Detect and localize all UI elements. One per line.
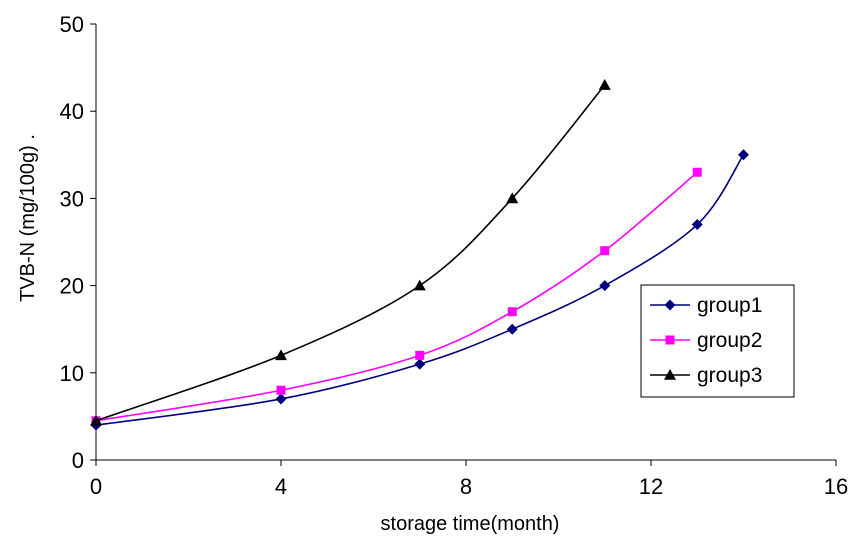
data-point (506, 192, 519, 204)
y-tick-label: 40 (60, 99, 84, 124)
legend-item: group2 (650, 329, 762, 352)
x-axis-title: storage time(month) (381, 513, 560, 535)
data-point (507, 307, 517, 317)
x-tick-label: 4 (275, 474, 287, 499)
legend-item: group3 (650, 364, 762, 387)
series-line (95, 171, 698, 422)
series-group (90, 79, 749, 431)
data-point (691, 219, 703, 231)
data-point (415, 350, 425, 360)
data-point (90, 414, 102, 426)
y-tick-label: 0 (72, 448, 84, 473)
x-axis-ticks: 0 4 8 12 16 (90, 460, 848, 499)
legend: group1 group2 group3 (640, 284, 795, 398)
data-point (692, 167, 702, 177)
legend-swatch-marker (664, 369, 676, 380)
data-point (414, 358, 426, 370)
data-point (738, 149, 749, 161)
legend-label: group1 (697, 294, 762, 317)
data-point (276, 385, 286, 395)
series-line (95, 84, 606, 422)
data-point (275, 349, 287, 361)
x-tick-label: 16 (824, 474, 848, 499)
legend-label: group2 (697, 329, 762, 352)
legend-swatch-marker (665, 335, 675, 345)
data-point (599, 280, 611, 292)
series-group1 (90, 149, 749, 431)
y-tick-label: 50 (60, 12, 84, 37)
x-tick-label: 12 (639, 474, 663, 499)
y-tick-label: 10 (60, 361, 84, 386)
series-group3 (90, 79, 611, 426)
y-tick-label: 20 (60, 274, 84, 299)
legend-item: group1 (650, 294, 762, 317)
data-point (600, 246, 610, 256)
y-tick-label: 30 (60, 186, 84, 211)
data-point (275, 393, 287, 405)
data-point (413, 279, 426, 291)
x-tick-label: 8 (460, 474, 472, 499)
legend-label: group3 (697, 364, 762, 387)
y-axis-title: TVB-N (mg/100g) . (17, 134, 39, 302)
data-point (598, 79, 611, 90)
y-axis-ticks: 0 10 20 30 40 50 (60, 12, 96, 473)
legend-swatch-marker (664, 299, 676, 311)
series-group2 (91, 167, 702, 426)
x-tick-label: 0 (90, 474, 102, 499)
data-point (506, 323, 518, 335)
